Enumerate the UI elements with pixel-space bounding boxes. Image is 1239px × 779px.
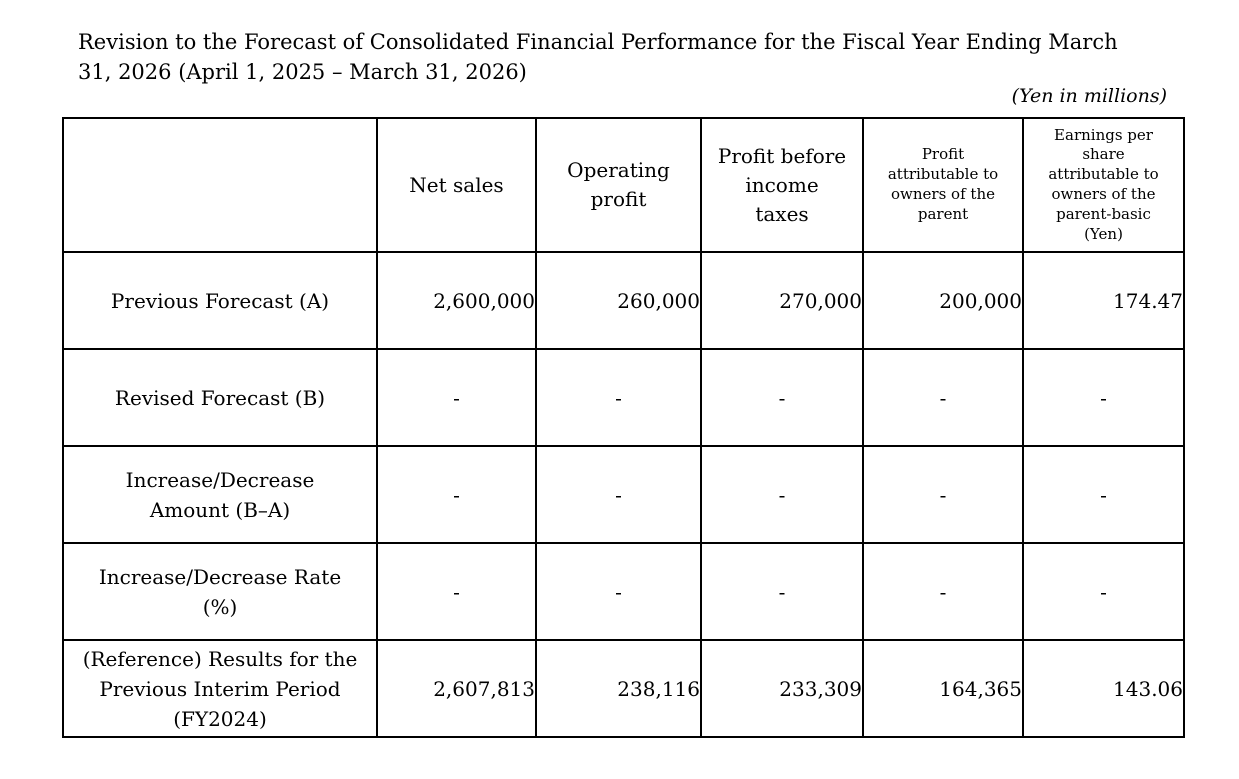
data-cell: 2,600,000 — [376, 251, 537, 350]
data-cell: - — [1022, 348, 1185, 447]
data-cell: - — [376, 445, 537, 544]
column-header-net-sales: Net sales — [376, 117, 537, 253]
data-cell: - — [376, 542, 537, 641]
data-cell: 200,000 — [862, 251, 1024, 350]
column-header-operating-profit: Operating profit — [535, 117, 702, 253]
data-cell: - — [862, 445, 1024, 544]
document-title: Revision to the Forecast of Consolidated… — [78, 30, 1118, 85]
data-cell: 233,309 — [700, 639, 864, 738]
data-cell: 260,000 — [535, 251, 702, 350]
forecast-revision-table: Net sales Operating profit Profit before… — [62, 117, 1185, 738]
data-cell-highlighted: - — [1022, 445, 1185, 544]
column-header-earnings-per-share: Earnings per share attributable to owner… — [1022, 117, 1185, 253]
data-cell: - — [862, 542, 1024, 641]
data-cell: - — [376, 348, 537, 447]
table-row-increase-decrease-rate: Increase/Decrease Rate (%) - - - - - — [62, 542, 1185, 641]
row-label: Revised Forecast (B) — [62, 348, 378, 447]
data-cell: 270,000 — [700, 251, 864, 350]
data-cell: 174.47 — [1022, 251, 1185, 350]
data-cell: - — [700, 348, 864, 447]
row-label: Increase/Decrease Rate (%) — [62, 542, 378, 641]
row-label: Previous Forecast (A) — [62, 251, 378, 350]
table-row-increase-decrease-amount: Increase/Decrease Amount (B–A) - - - - - — [62, 445, 1185, 544]
table-row-reference-results: (Reference) Results for the Previous Int… — [62, 639, 1185, 738]
row-label: (Reference) Results for the Previous Int… — [62, 639, 378, 738]
header-row: Net sales Operating profit Profit before… — [62, 117, 1185, 253]
unit-note: (Yen in millions) — [1011, 85, 1167, 107]
column-header-profit-before-taxes: Profit before income taxes — [700, 117, 864, 253]
data-cell: 238,116 — [535, 639, 702, 738]
data-cell: - — [535, 348, 702, 447]
data-cell: 143.06 — [1022, 639, 1185, 738]
data-cell-highlighted: - — [1022, 542, 1185, 641]
data-cell: - — [535, 445, 702, 544]
data-cell: 164,365 — [862, 639, 1024, 738]
data-cell: - — [700, 445, 864, 544]
corner-cell — [62, 117, 378, 253]
data-cell: - — [535, 542, 702, 641]
column-header-profit-attributable: Profit attributable to owners of the par… — [862, 117, 1024, 253]
table-row-revised-forecast: Revised Forecast (B) - - - - - — [62, 348, 1185, 447]
table-row-previous-forecast: Previous Forecast (A) 2,600,000 260,000 … — [62, 251, 1185, 350]
row-label: Increase/Decrease Amount (B–A) — [62, 445, 378, 544]
data-cell: - — [700, 542, 864, 641]
data-cell: - — [862, 348, 1024, 447]
data-cell: 2,607,813 — [376, 639, 537, 738]
